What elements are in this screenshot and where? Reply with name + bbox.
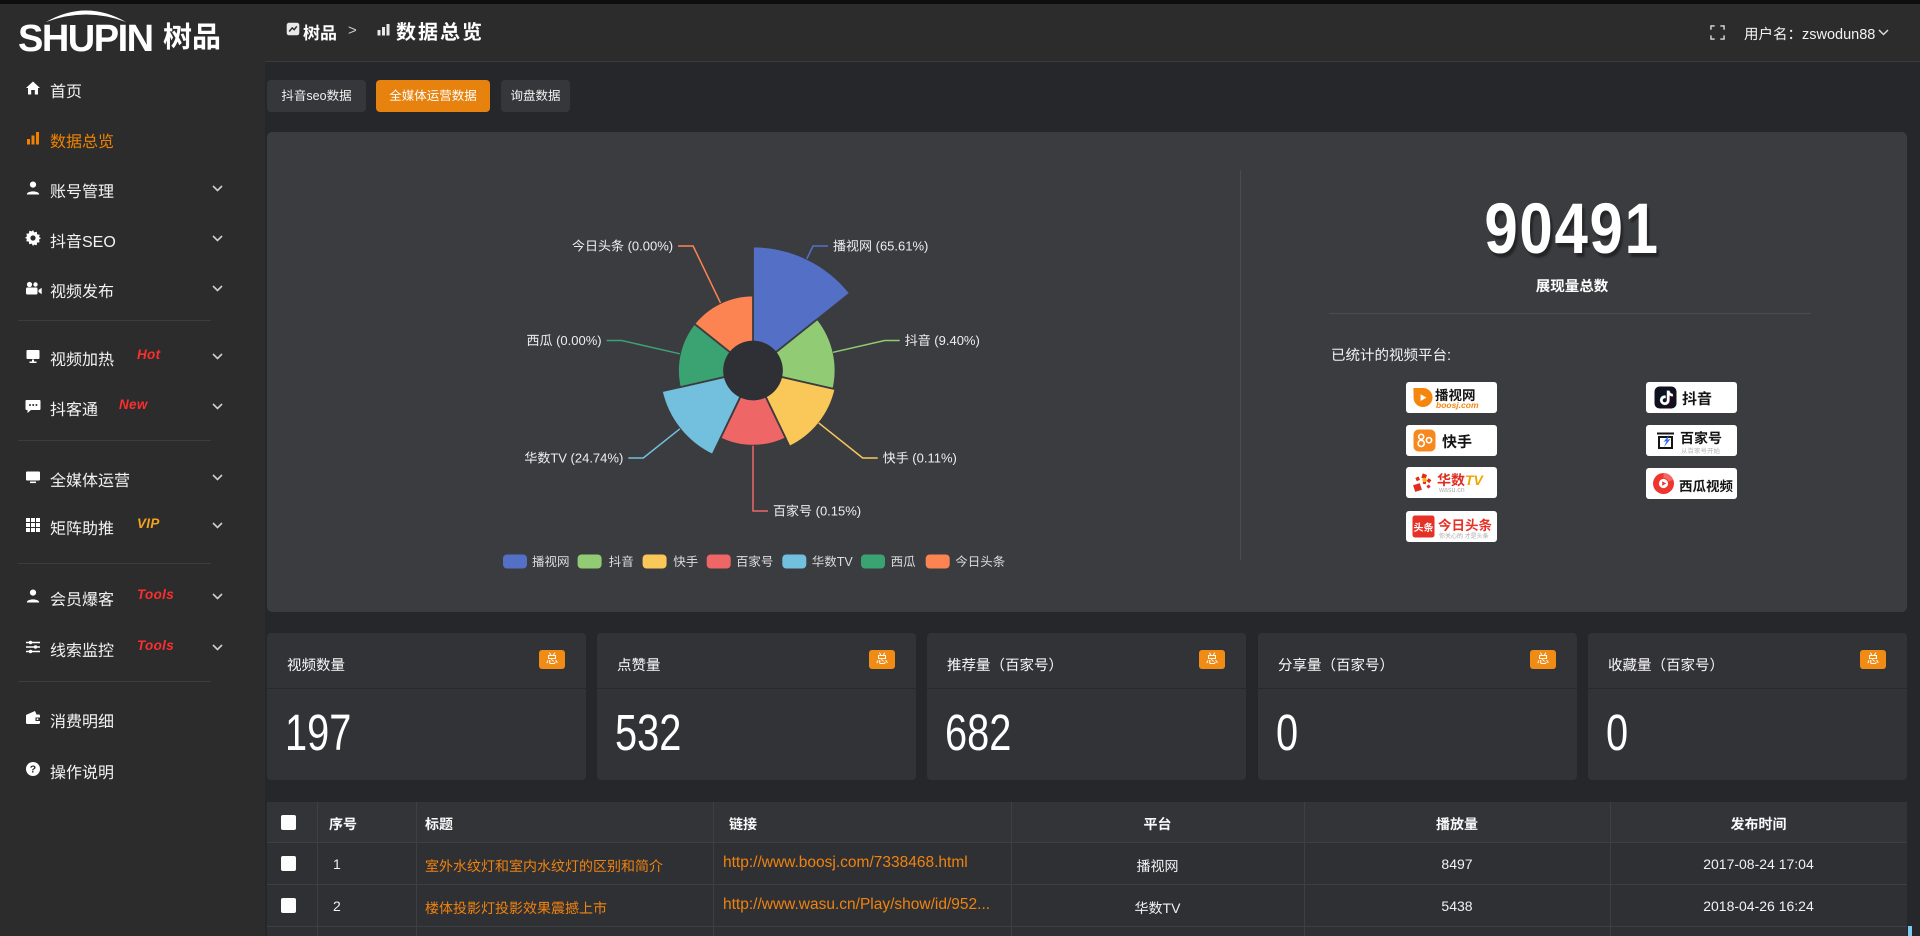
svg-text:抖音 (9.40%): 抖音 (9.40%) <box>905 333 980 348</box>
svg-text:快手: 快手 <box>673 555 698 569</box>
svg-text:今日头条: 今日头条 <box>955 555 1006 569</box>
svg-text:播视网 (65.61%): 播视网 (65.61%) <box>833 239 928 254</box>
svg-text:头条: 头条 <box>1414 519 1434 534</box>
svg-text:华数TV: 华数TV <box>812 555 854 569</box>
svg-text:?: ? <box>30 763 36 775</box>
svg-text:西瓜: 西瓜 <box>891 555 917 569</box>
svg-text:今日头条 (0.00%): 今日头条 (0.00%) <box>572 239 673 254</box>
svg-text:华数TV (24.74%): 华数TV (24.74%) <box>524 451 623 466</box>
svg-text:百家号 (0.15%): 百家号 (0.15%) <box>773 504 861 519</box>
svg-text:抖音: 抖音 <box>609 555 634 569</box>
svg-text:快手 (0.11%): 快手 (0.11%) <box>883 451 957 466</box>
svg-text:西瓜 (0.00%): 西瓜 (0.00%) <box>526 333 601 348</box>
svg-text:播视网: 播视网 <box>532 555 570 569</box>
svg-text:百家号: 百家号 <box>736 555 774 569</box>
